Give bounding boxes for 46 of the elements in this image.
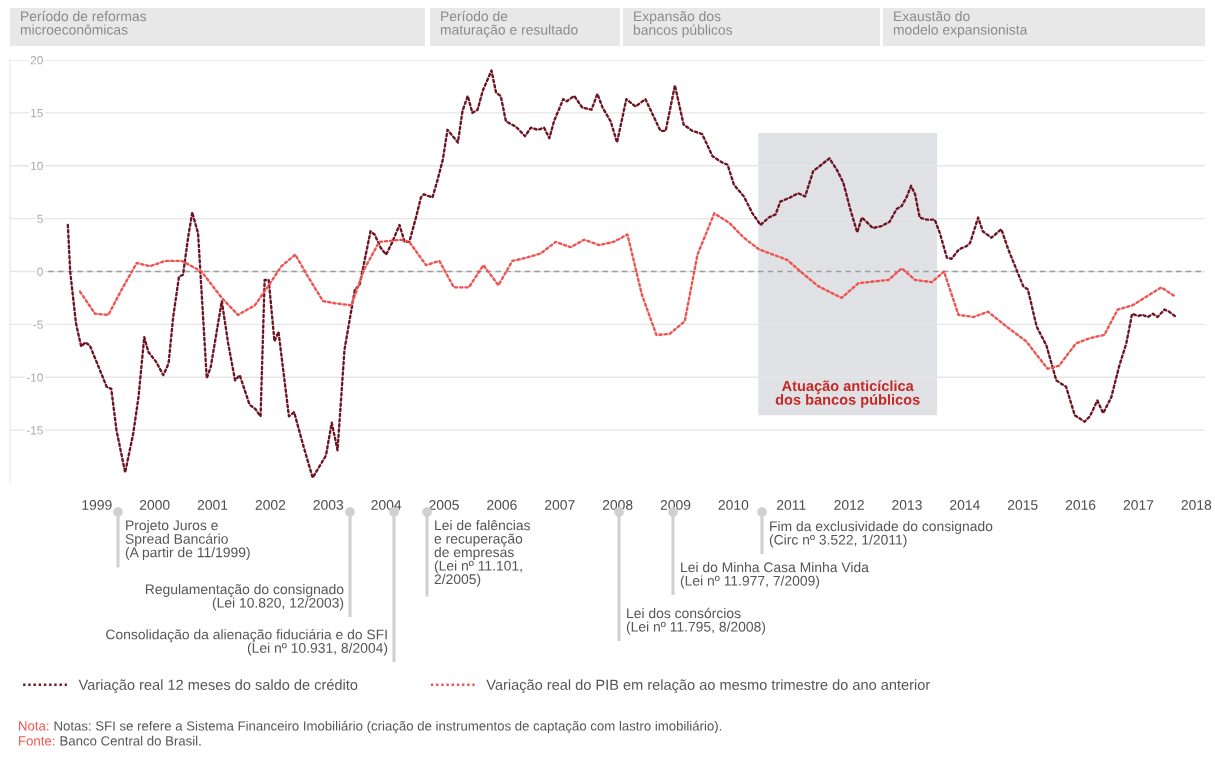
x-tick-label: 2005: [429, 500, 459, 510]
y-tick-label: -10: [26, 373, 43, 382]
x-tick-label: 2011: [777, 500, 806, 510]
x-tick-label: 2010: [718, 500, 749, 510]
line-series: [66, 69, 1178, 479]
x-tick-label: 2015: [1007, 500, 1038, 510]
legend-label: Variação real 12 meses do saldo de crédito: [78, 679, 358, 693]
x-tick-label: 2004: [371, 500, 402, 510]
y-tick-label: 15: [31, 109, 43, 118]
source-note: Fonte: Banco Central do Brasil.: [19, 735, 201, 746]
x-tick-label: 2003: [313, 500, 344, 510]
text: Fim da exclusividade do consignado (Circ nº 3.522, 1/2011): [769, 521, 993, 548]
text: Exaustão do modelo expansionista: [893, 11, 1028, 38]
x-tick-label: 2000: [139, 500, 170, 510]
x-tick-label: 1999: [82, 500, 112, 510]
x-tick-label: 2007: [545, 500, 575, 510]
text: Regulamentação do consignado (Lei 10.820, 12/2003): [145, 584, 344, 611]
y-tick-label: 5: [37, 214, 43, 224]
legend-label: Variação real do PIB em relação ao mesmo trimestre do ano anterior: [486, 679, 930, 693]
x-tick-label: 2018: [1181, 500, 1212, 510]
x-tick-label: 2014: [950, 500, 980, 510]
text: Período de maturação e resultado: [440, 10, 578, 38]
x-tick-label: 2006: [487, 500, 517, 510]
x-tick-label: 2012: [834, 500, 864, 510]
text: Nota: Notas: SFI se refere a Sistema Financeiro Imobiliário (criação de instrumentos de captação com lastro imobiliário).: [19, 720, 722, 734]
text: Expansão dos bancos públicos: [633, 11, 733, 38]
y-tick-label: 20: [30, 56, 43, 65]
text: Projeto Juros e Spread Bancário (A partir de 11/1999): [125, 520, 250, 561]
x-tick-label: 2008: [602, 500, 633, 510]
x-tick-label: 2016: [1065, 500, 1096, 510]
y-tick-label: 10: [31, 161, 43, 171]
y-tick-label: -15: [26, 426, 43, 435]
y-tick-label: -5: [33, 320, 43, 329]
x-tick-label: 2009: [660, 500, 691, 510]
text: Lei de falências e recuperação de empresas (Lei nº 11.101, 2/2005): [434, 519, 531, 587]
x-tick-label: 2002: [255, 500, 286, 510]
text: Lei dos consórcios (Lei nº 11.795, 8/2008): [626, 607, 766, 635]
x-tick-label: 2001: [197, 500, 228, 510]
x-tick-label: 2017: [1123, 500, 1154, 510]
text: Consolidação da alienação fiduciária e do SFI (Lei nº 10.931, 8/2004): [106, 629, 388, 656]
text: Período de reformas microeconômicas: [20, 10, 147, 35]
y-tick-label: 0: [37, 267, 43, 276]
text: Lei do Minha Casa Minha Vida (Lei nº 11.977, 7/2009): [680, 562, 869, 589]
x-tick-label: 2013: [892, 500, 922, 510]
line-series: [78, 212, 1178, 370]
band-label: Atuação anticíclica dos bancos públicos: [775, 380, 920, 408]
